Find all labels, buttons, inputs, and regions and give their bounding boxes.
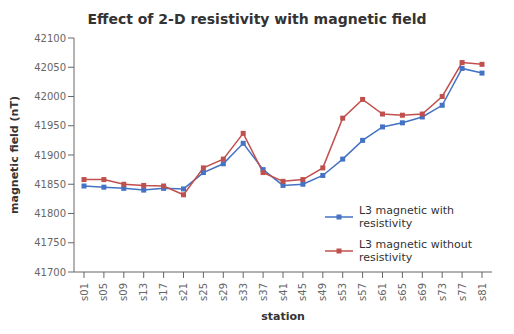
svg-text:s49: s49 <box>317 283 328 301</box>
svg-text:s17: s17 <box>158 283 169 301</box>
svg-text:41800: 41800 <box>34 208 66 219</box>
svg-text:s57: s57 <box>357 283 368 301</box>
svg-text:s69: s69 <box>417 283 428 301</box>
svg-text:s65: s65 <box>397 283 408 301</box>
svg-text:s01: s01 <box>79 283 90 301</box>
svg-text:s61: s61 <box>377 283 388 301</box>
svg-text:41900: 41900 <box>34 150 66 161</box>
svg-text:s09: s09 <box>118 283 129 301</box>
svg-text:s29: s29 <box>218 283 229 301</box>
svg-text:41850: 41850 <box>34 179 66 190</box>
svg-text:41950: 41950 <box>34 120 66 131</box>
html-text:Effect of 2-D resistivity with: Effect of 2-D resistivity with magnetic … <box>87 11 427 27</box>
svg-text:s45: s45 <box>297 283 308 301</box>
svg-text:magnetic field (nT): magnetic field (nT) <box>8 96 21 214</box>
svg-text:42000: 42000 <box>34 91 66 102</box>
svg-text:41750: 41750 <box>34 237 66 248</box>
svg-text:s33: s33 <box>238 283 249 301</box>
svg-text:s37: s37 <box>258 283 269 301</box>
html-text:L3 magnetic with: L3 magnetic with <box>358 204 454 217</box>
svg-text:station: station <box>261 310 305 323</box>
svg-text:42050: 42050 <box>34 62 66 73</box>
html-text:resistivity: resistivity <box>358 217 413 230</box>
svg-text:s81: s81 <box>477 283 488 301</box>
html-text:L3 magnetic without: L3 magnetic without <box>358 238 472 251</box>
svg-text:s05: s05 <box>98 283 109 301</box>
html-text:resistivity: resistivity <box>358 251 413 264</box>
svg-text:s77: s77 <box>457 283 468 301</box>
svg-text:s41: s41 <box>278 283 289 301</box>
svg-text:s73: s73 <box>437 283 448 301</box>
svg-text:s53: s53 <box>337 283 348 301</box>
svg-text:s25: s25 <box>198 283 209 301</box>
svg-text:s21: s21 <box>178 283 189 301</box>
svg-text:41700: 41700 <box>34 267 66 278</box>
svg-text:42100: 42100 <box>34 33 66 44</box>
svg-text:s13: s13 <box>138 283 149 301</box>
